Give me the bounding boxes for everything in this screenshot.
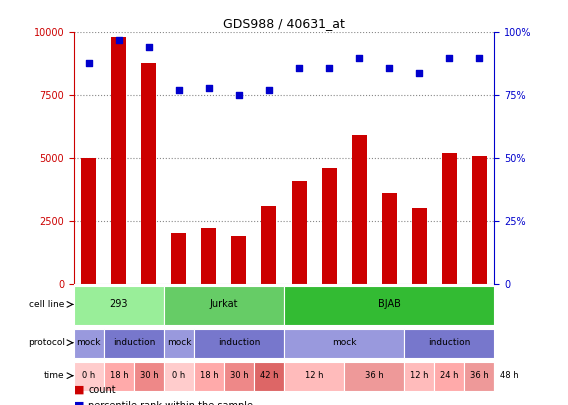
FancyBboxPatch shape: [284, 362, 344, 391]
Text: 12 h: 12 h: [410, 371, 428, 380]
Point: [475, 54, 484, 61]
FancyBboxPatch shape: [194, 362, 224, 391]
Point: [174, 87, 183, 94]
FancyBboxPatch shape: [284, 286, 494, 325]
Bar: [141, 62, 156, 283]
FancyBboxPatch shape: [284, 328, 404, 358]
Text: count: count: [88, 385, 116, 395]
Text: 0 h: 0 h: [172, 371, 186, 380]
Text: induction: induction: [112, 338, 155, 347]
Text: 30 h: 30 h: [140, 371, 158, 380]
Text: BJAB: BJAB: [378, 299, 400, 309]
Text: 24 h: 24 h: [440, 371, 458, 380]
Bar: [81, 158, 97, 284]
Text: 42 h: 42 h: [260, 371, 278, 380]
FancyBboxPatch shape: [494, 362, 524, 391]
Text: induction: induction: [428, 338, 470, 347]
Bar: [202, 228, 216, 284]
Bar: [261, 206, 277, 284]
FancyBboxPatch shape: [404, 328, 494, 358]
Bar: [111, 37, 126, 284]
Point: [415, 69, 424, 76]
Bar: [471, 156, 487, 284]
Text: 18 h: 18 h: [199, 371, 218, 380]
FancyBboxPatch shape: [464, 362, 494, 391]
Text: percentile rank within the sample: percentile rank within the sample: [88, 401, 253, 405]
Point: [385, 64, 394, 71]
Text: cell line: cell line: [30, 300, 65, 309]
Point: [114, 37, 123, 43]
FancyBboxPatch shape: [74, 286, 164, 325]
FancyBboxPatch shape: [404, 362, 434, 391]
Text: 36 h: 36 h: [470, 371, 488, 380]
FancyBboxPatch shape: [104, 328, 164, 358]
Bar: [232, 236, 247, 284]
FancyBboxPatch shape: [224, 362, 254, 391]
Text: 48 h: 48 h: [500, 371, 519, 380]
FancyBboxPatch shape: [434, 362, 464, 391]
Text: protocol: protocol: [28, 338, 65, 347]
Text: 36 h: 36 h: [365, 371, 383, 380]
Point: [265, 87, 274, 94]
Point: [445, 54, 454, 61]
Text: 0 h: 0 h: [82, 371, 95, 380]
Bar: [382, 193, 396, 284]
Point: [84, 59, 93, 66]
Bar: [291, 181, 307, 284]
Text: 18 h: 18 h: [110, 371, 128, 380]
Bar: [352, 135, 366, 284]
Point: [294, 64, 303, 71]
FancyBboxPatch shape: [134, 362, 164, 391]
FancyBboxPatch shape: [254, 362, 284, 391]
Bar: [172, 233, 186, 284]
Text: mock: mock: [166, 338, 191, 347]
FancyBboxPatch shape: [104, 362, 134, 391]
Text: time: time: [44, 371, 65, 380]
Text: mock: mock: [332, 338, 356, 347]
FancyBboxPatch shape: [194, 328, 284, 358]
FancyBboxPatch shape: [164, 362, 194, 391]
Bar: [321, 168, 336, 284]
Point: [354, 54, 364, 61]
Text: mock: mock: [77, 338, 101, 347]
Point: [235, 92, 244, 98]
Point: [204, 85, 214, 91]
Text: ■: ■: [74, 401, 84, 405]
Text: 12 h: 12 h: [305, 371, 323, 380]
Bar: [412, 208, 427, 284]
Point: [144, 44, 153, 51]
FancyBboxPatch shape: [344, 362, 404, 391]
Point: [324, 64, 333, 71]
Text: 30 h: 30 h: [229, 371, 248, 380]
Bar: [442, 153, 457, 284]
Text: Jurkat: Jurkat: [210, 299, 238, 309]
FancyBboxPatch shape: [164, 328, 194, 358]
FancyBboxPatch shape: [164, 286, 284, 325]
FancyBboxPatch shape: [74, 328, 104, 358]
Text: 293: 293: [110, 299, 128, 309]
Text: induction: induction: [218, 338, 260, 347]
Text: ■: ■: [74, 385, 84, 395]
Title: GDS988 / 40631_at: GDS988 / 40631_at: [223, 17, 345, 30]
FancyBboxPatch shape: [74, 362, 104, 391]
